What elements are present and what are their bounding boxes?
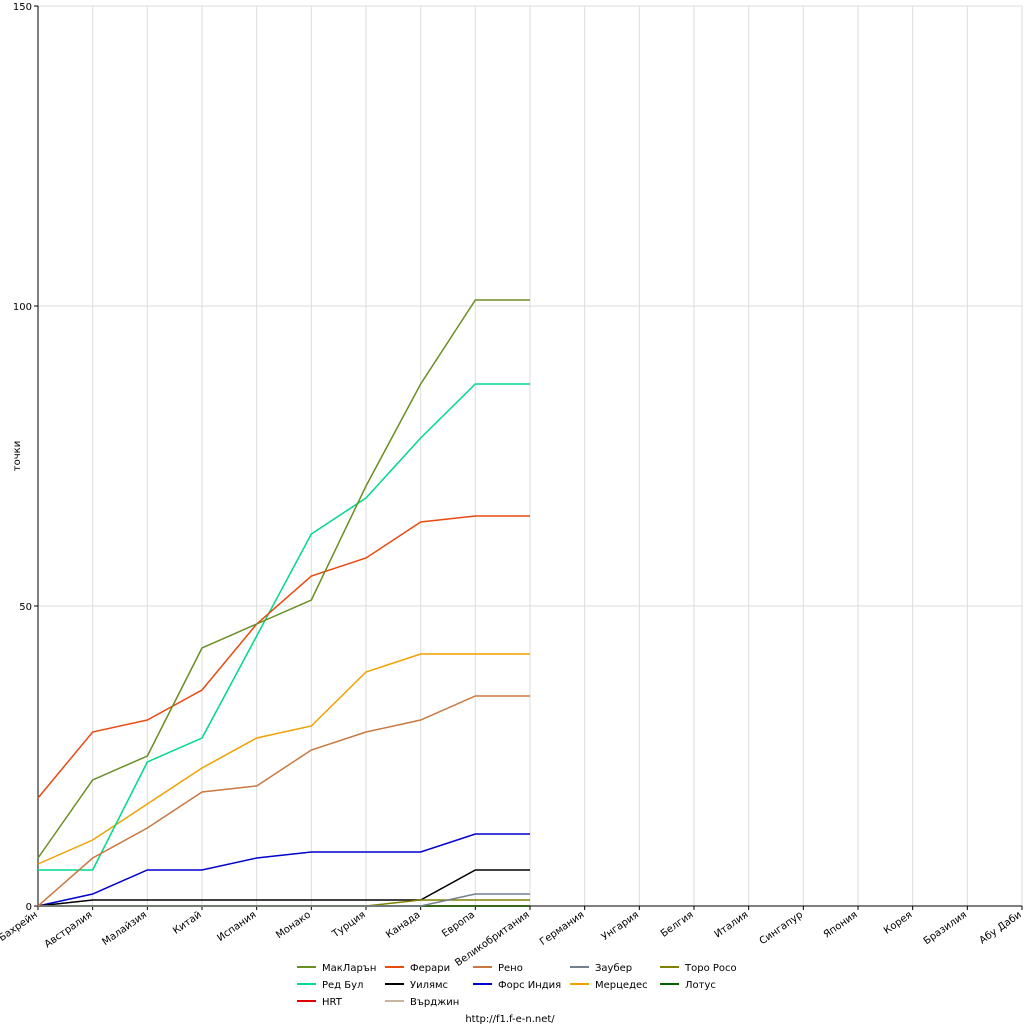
- legend-label: Мерцедес: [595, 980, 648, 991]
- series-line: [37, 869, 530, 907]
- series-line: [37, 515, 530, 799]
- legend-label: Торо Росо: [684, 963, 737, 974]
- y-tick-label: 150: [13, 2, 32, 13]
- series-line: [37, 695, 530, 907]
- legend-label: МакЛарън: [322, 963, 376, 974]
- legend-label: Форс Индия: [498, 980, 561, 991]
- y-axis-label: точки: [12, 441, 23, 471]
- legend-label: Върджин: [410, 997, 459, 1008]
- series-line: [38, 893, 530, 907]
- y-tick-label: 100: [13, 302, 32, 313]
- legend-label: Рено: [498, 963, 523, 974]
- series-line: [37, 299, 530, 859]
- footer: http://f1.f-e-n.net/: [465, 1014, 555, 1024]
- series-line: [38, 383, 530, 871]
- legend-label: Ред Бул: [322, 980, 363, 991]
- legend-label: Лотус: [685, 980, 716, 991]
- y-tick-label: 50: [19, 602, 32, 613]
- legend-label: Заубер: [595, 963, 632, 974]
- y-tick-label: 0: [26, 902, 32, 913]
- legend-label: Уилямс: [410, 980, 448, 991]
- series-line: [37, 653, 530, 865]
- legend-label: HRT: [322, 997, 343, 1008]
- series-line: [37, 833, 530, 907]
- legend-label: Ферари: [410, 963, 450, 974]
